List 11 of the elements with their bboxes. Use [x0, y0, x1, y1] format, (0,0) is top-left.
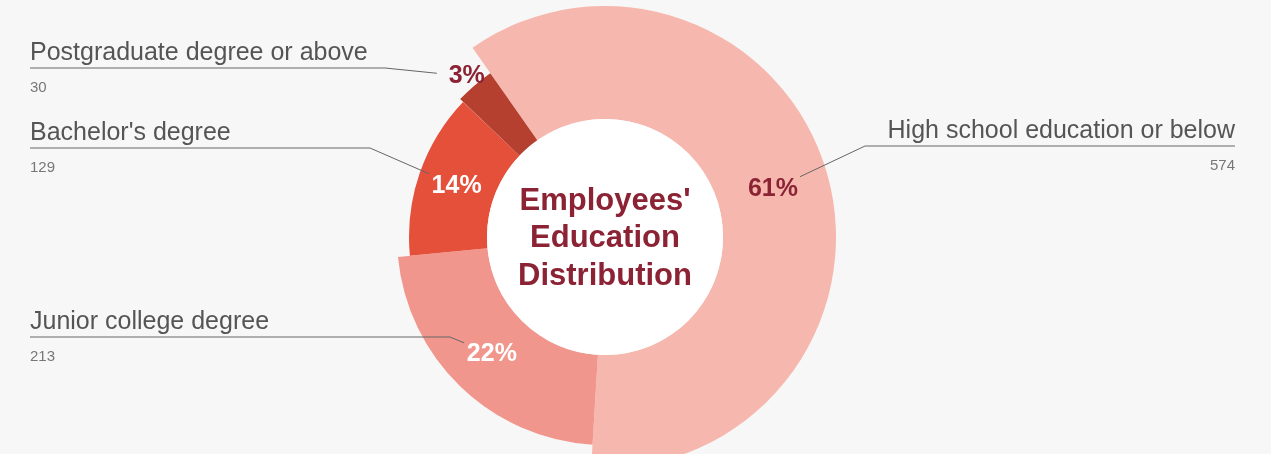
- slice-label: Postgraduate degree or above: [30, 37, 368, 65]
- slice-label: High school education or below: [887, 115, 1236, 143]
- text: 61%: [747, 173, 798, 202]
- data-label: 30: [30, 78, 47, 95]
- data-label: 213: [30, 347, 56, 364]
- slice-label: Junior college degree: [30, 306, 270, 334]
- slice-label: Bachelor's degree: [30, 117, 231, 145]
- data-label: 574: [1209, 156, 1235, 173]
- data-label: 129: [30, 158, 56, 175]
- text: 14%: [431, 169, 482, 198]
- text: 3%: [448, 60, 485, 89]
